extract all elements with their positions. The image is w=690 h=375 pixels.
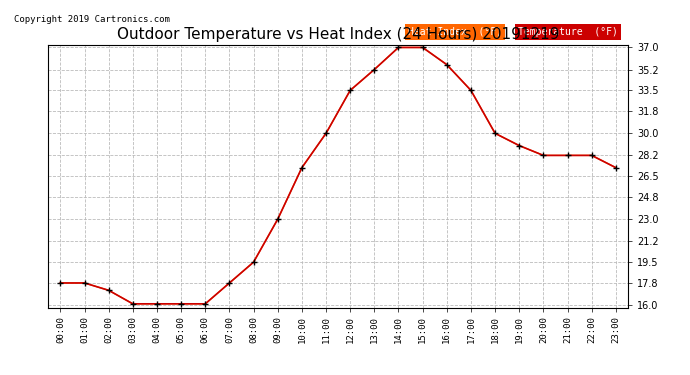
Text: Copyright 2019 Cartronics.com: Copyright 2019 Cartronics.com: [14, 15, 170, 24]
Text: Heat Index  (°F): Heat Index (°F): [408, 27, 502, 37]
Title: Outdoor Temperature vs Heat Index (24 Hours) 20191219: Outdoor Temperature vs Heat Index (24 Ho…: [117, 27, 560, 42]
Text: Temperature  (°F): Temperature (°F): [518, 27, 618, 37]
